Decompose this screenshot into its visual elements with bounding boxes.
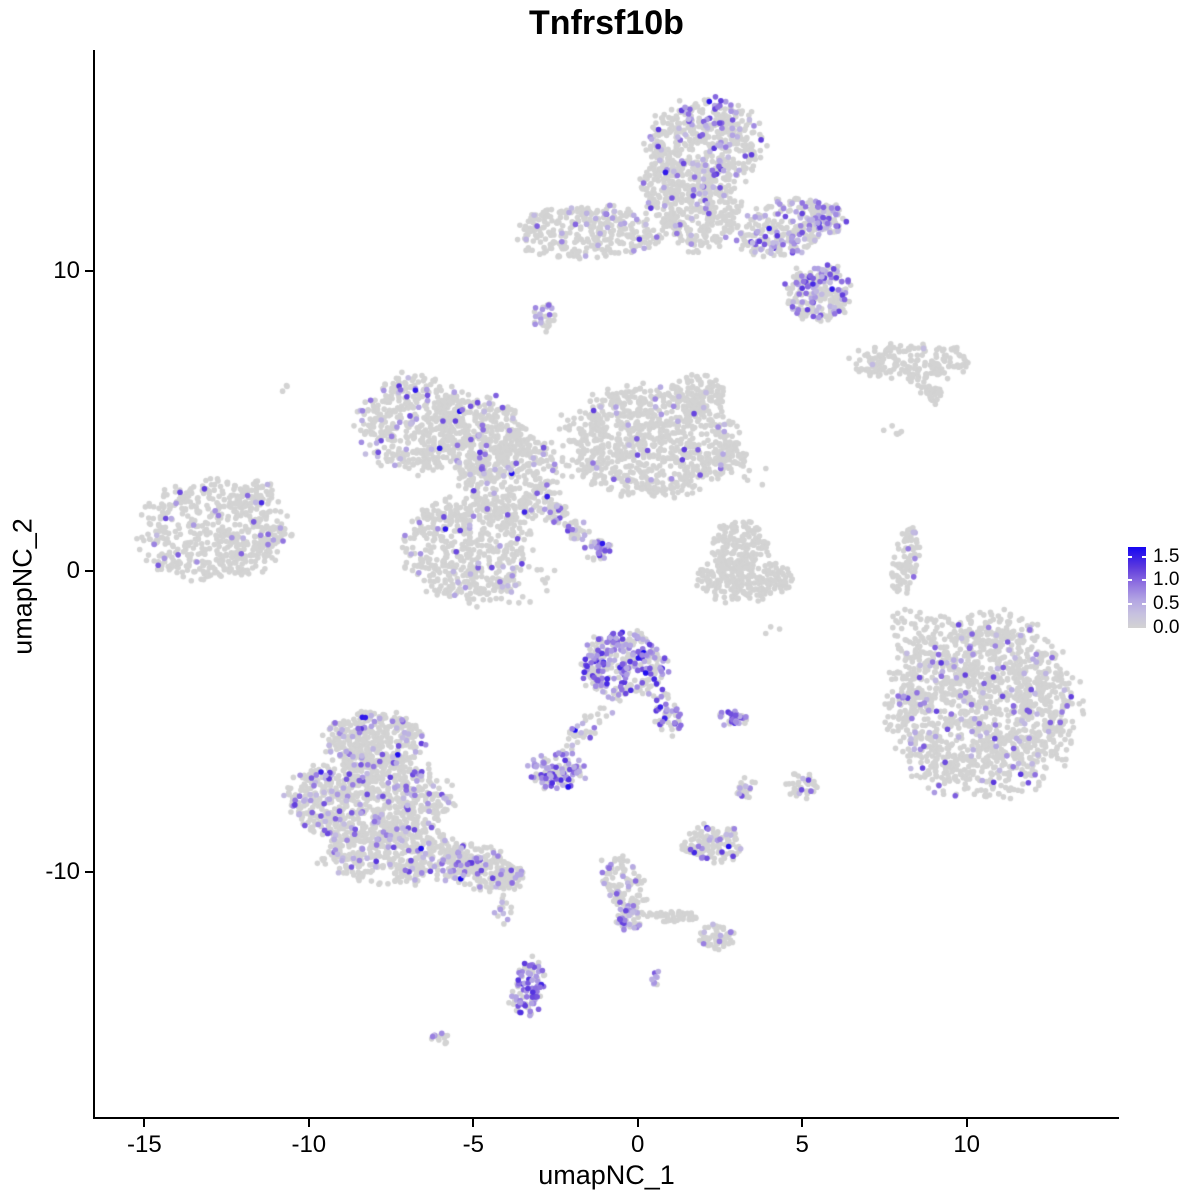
x-tick-mark bbox=[307, 1119, 310, 1127]
legend-tick-mark bbox=[1128, 579, 1132, 582]
x-tick-mark bbox=[472, 1119, 475, 1127]
x-tick-mark bbox=[143, 1119, 146, 1127]
legend-tick-mark bbox=[1128, 555, 1132, 558]
x-tick-mark bbox=[636, 1119, 639, 1127]
y-tick-mark bbox=[85, 269, 93, 272]
y-tick-label: -10 bbox=[45, 858, 80, 886]
y-tick-label: 10 bbox=[53, 256, 80, 284]
x-axis-line bbox=[93, 1117, 1119, 1119]
y-tick-label: 0 bbox=[66, 557, 80, 585]
y-axis-title: umapNC_2 bbox=[7, 518, 38, 655]
y-tick-mark bbox=[85, 570, 93, 573]
y-axis-line bbox=[93, 50, 95, 1119]
legend-tick-label: 1.0 bbox=[1153, 569, 1180, 591]
legend-tick-mark bbox=[1142, 603, 1146, 606]
x-tick-label: -15 bbox=[126, 1131, 162, 1158]
x-tick-mark bbox=[965, 1119, 968, 1127]
x-tick-label: -5 bbox=[462, 1131, 484, 1158]
legend-tick-mark bbox=[1128, 603, 1132, 606]
legend-colorbar bbox=[1128, 547, 1146, 628]
x-tick-mark bbox=[801, 1119, 804, 1127]
x-tick-label: -10 bbox=[291, 1131, 327, 1158]
legend-tick-label: 1.5 bbox=[1153, 545, 1180, 567]
legend-tick-mark bbox=[1142, 555, 1146, 558]
x-tick-label: 0 bbox=[631, 1131, 645, 1158]
x-tick-label: 10 bbox=[953, 1131, 981, 1158]
legend-tick-label: 0.0 bbox=[1153, 617, 1180, 638]
plot-title: Tnfrsf10b bbox=[529, 4, 684, 42]
legend-tick-label: 0.5 bbox=[1153, 593, 1180, 615]
x-tick-label: 5 bbox=[795, 1131, 809, 1158]
y-tick-mark bbox=[85, 871, 93, 874]
legend-tick-mark bbox=[1142, 579, 1146, 582]
x-axis-title: umapNC_1 bbox=[538, 1160, 675, 1190]
